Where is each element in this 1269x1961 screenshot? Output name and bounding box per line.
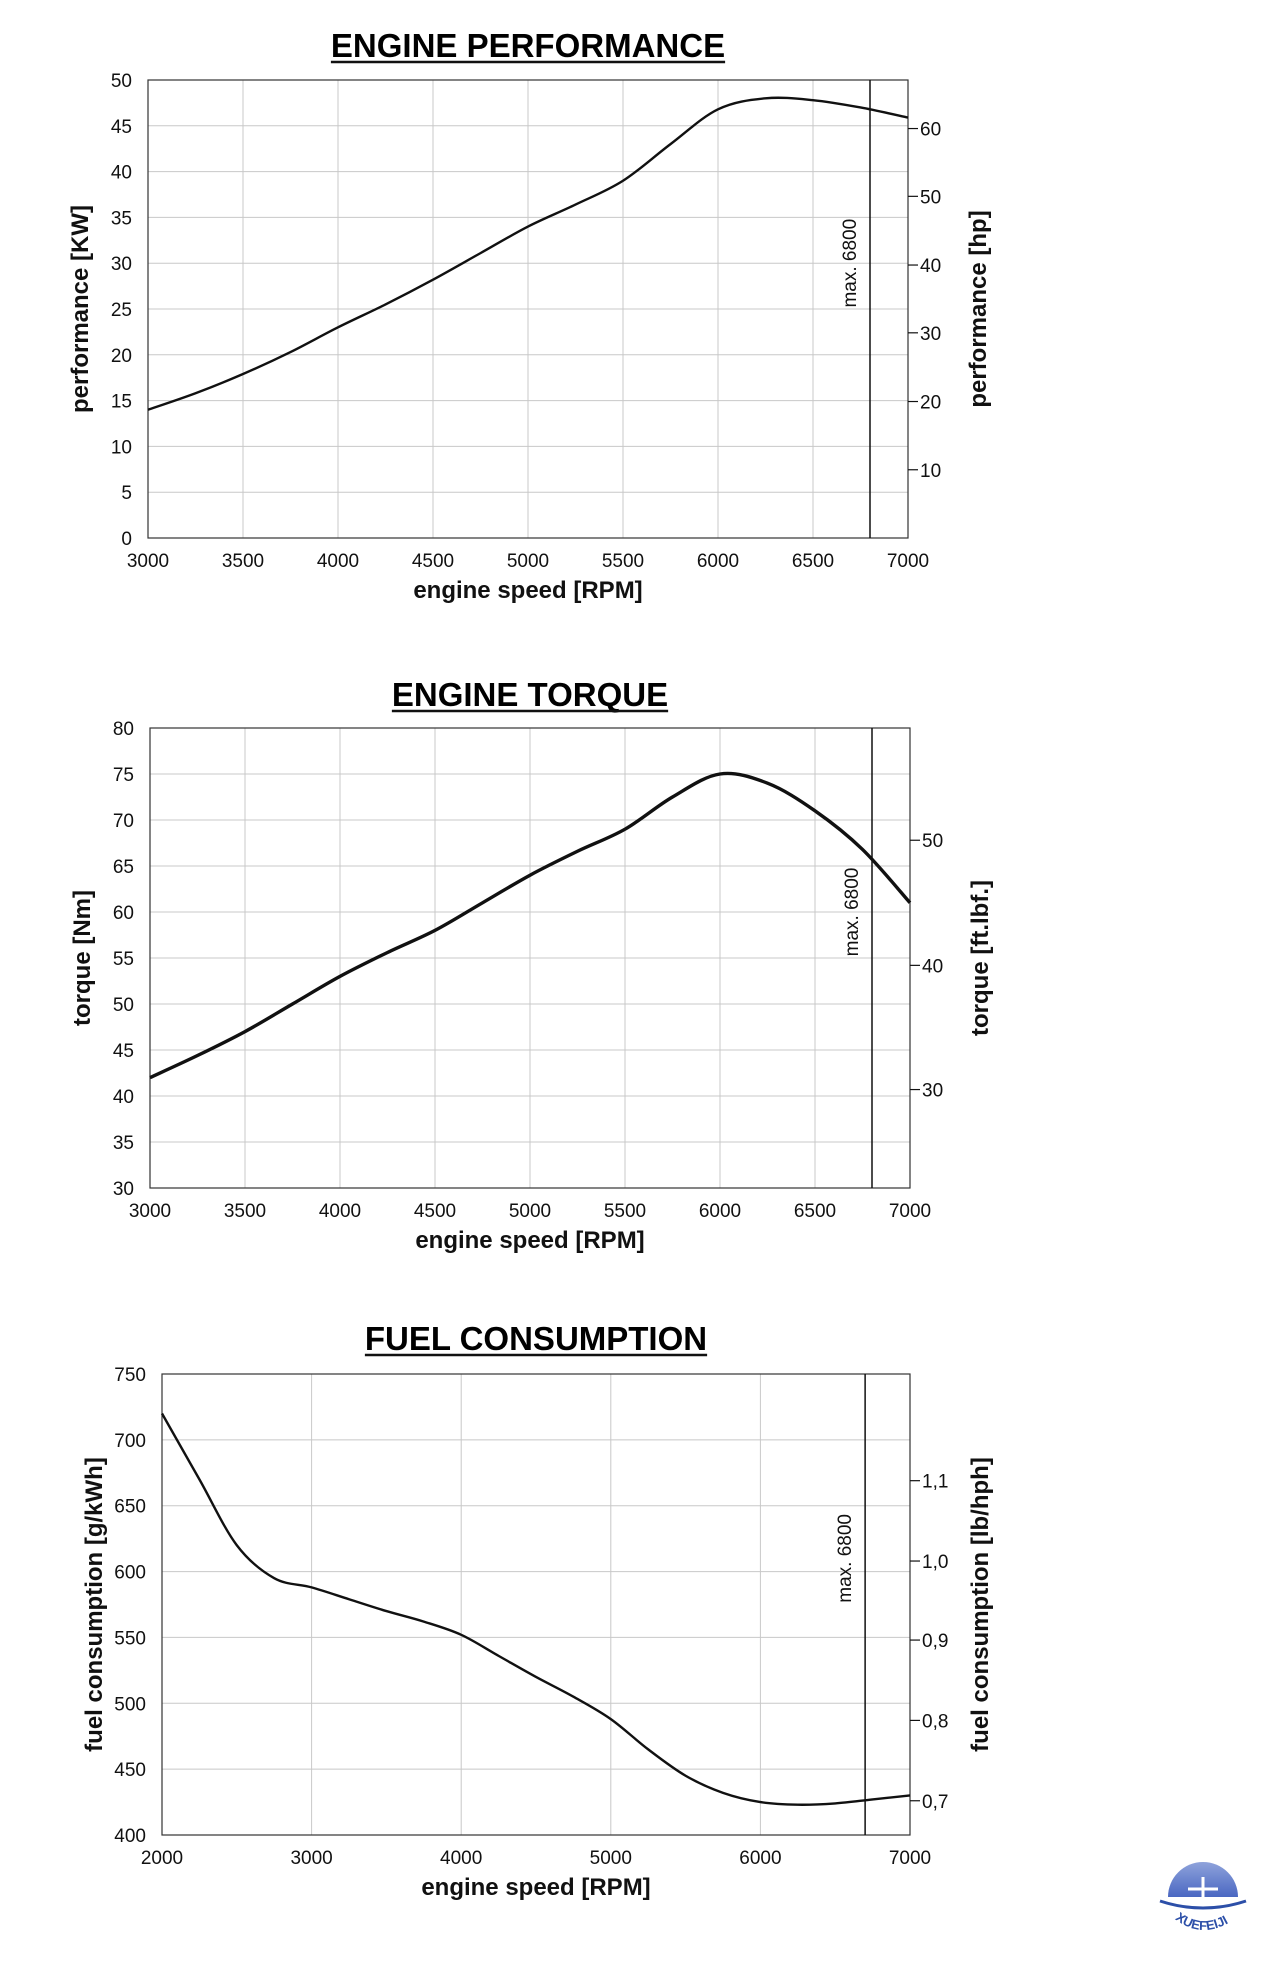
right-tick-label: 50 (922, 831, 943, 852)
x-tick-label: 7000 (889, 1201, 931, 1222)
x-tick-label: 2000 (141, 1848, 183, 1869)
x-tick-label: 6000 (699, 1201, 741, 1222)
x-tick-label: 4000 (440, 1848, 482, 1869)
x-tick-label: 5000 (590, 1848, 632, 1869)
y-tick-label: 45 (113, 1041, 134, 1062)
y-tick-label: 40 (113, 1087, 134, 1108)
right-tick-label: 60 (920, 120, 941, 141)
x-tick-label: 5500 (604, 1201, 646, 1222)
y-tick-label: 40 (111, 163, 132, 184)
x-tick-label: 4500 (412, 551, 454, 572)
x-tick-label: 3500 (224, 1201, 266, 1222)
y-tick-label: 5 (121, 483, 132, 504)
y-tick-label: 15 (111, 392, 132, 413)
data-series-line (149, 771, 912, 1080)
right-tick-label: 30 (920, 324, 941, 345)
x-tick-label: 5000 (509, 1201, 551, 1222)
y-tick-label: 65 (113, 857, 134, 878)
max-rpm-label: max. 6800 (835, 1514, 856, 1603)
y-tick-label: 0 (121, 529, 132, 550)
x-tick-label: 7000 (887, 551, 929, 572)
max-rpm-label: max. 6800 (842, 868, 863, 957)
y-axis-label-left: performance [KW] (67, 205, 94, 413)
right-tick-label: 50 (920, 187, 941, 208)
x-axis-label: engine speed [RPM] (415, 1227, 644, 1254)
x-tick-label: 6000 (739, 1848, 781, 1869)
y-tick-label: 400 (114, 1826, 146, 1847)
y-tick-label: 20 (111, 346, 132, 367)
y-tick-label: 55 (113, 949, 134, 970)
x-tick-label: 3000 (290, 1848, 332, 1869)
data-series-line (147, 96, 909, 411)
y-tick-label: 50 (111, 71, 132, 92)
chart-performance: ENGINE PERFORMANCE 3000 3500 4000 4500 5000 55… (0, 0, 1269, 640)
logo-text: XUEFEIJI (1173, 1909, 1230, 1933)
chart-title: FUEL CONSUMPTION (365, 1320, 707, 1357)
x-tick-label: 4500 (414, 1201, 456, 1222)
y-tick-label: 500 (114, 1694, 146, 1715)
right-tick-label: 1,0 (922, 1552, 948, 1573)
right-tick-label: 0,9 (922, 1631, 948, 1652)
torque-chart-svg: ENGINE TORQUE 3000 3500 4000 4500 5000 5500 600… (69, 676, 994, 1254)
x-axis-label: engine speed [RPM] (421, 1874, 650, 1901)
right-tick-label: 0,8 (922, 1711, 948, 1732)
y-tick-label: 450 (114, 1760, 146, 1781)
plot-frame (147, 79, 909, 539)
y-tick-label: 550 (114, 1628, 146, 1649)
x-tick-label: 4000 (319, 1201, 361, 1222)
xuefeiji-logo: XUEFEIJI (1148, 1855, 1258, 1955)
y-tick-label: 35 (113, 1133, 134, 1154)
airplane-logo-icon: XUEFEIJI (1159, 1862, 1247, 1933)
y-tick-label: 25 (111, 300, 132, 321)
y-tick-label: 600 (114, 1563, 146, 1584)
y-axis-label-right: performance [hp] (965, 210, 992, 407)
x-tick-label: 5500 (602, 551, 644, 572)
y-axis-label-right: torque [ft.lbf.] (967, 880, 994, 1036)
y-axis-label-left: fuel consumption [g/kWh] (81, 1457, 108, 1752)
y-tick-label: 700 (114, 1431, 146, 1452)
x-tick-label: 3000 (127, 551, 169, 572)
plot-frame (149, 727, 911, 1189)
x-tick-label: 3000 (129, 1201, 171, 1222)
chart-torque: ENGINE TORQUE 3000 3500 4000 4500 5000 5500 600… (0, 640, 1269, 1280)
y-tick-label: 30 (111, 254, 132, 275)
plot-frame (161, 1373, 911, 1836)
y-tick-label: 10 (111, 437, 132, 458)
right-tick-label: 0,7 (922, 1792, 948, 1813)
x-axis-label: engine speed [RPM] (413, 577, 642, 604)
y-tick-label: 650 (114, 1497, 146, 1518)
y-tick-label: 35 (111, 208, 132, 229)
y-tick-label: 80 (113, 719, 134, 740)
y-tick-label: 75 (113, 765, 134, 786)
y-tick-label: 70 (113, 811, 134, 832)
right-tick-label: 1,1 (922, 1472, 948, 1493)
chart-fuel-consumption: FUEL CONSUMPTION 2000 3000 4000 5000 6000 7000… (0, 1280, 1269, 1920)
x-tick-label: 4000 (317, 551, 359, 572)
x-tick-label: 3500 (222, 551, 264, 572)
max-rpm-label: max. 6800 (840, 219, 861, 308)
right-tick-label: 10 (920, 461, 941, 482)
data-series-line (160, 1412, 911, 1806)
y-tick-label: 60 (113, 903, 134, 924)
y-tick-label: 45 (111, 117, 132, 138)
right-tick-label: 40 (920, 256, 941, 277)
right-tick-label: 30 (922, 1081, 943, 1102)
chart-title: ENGINE TORQUE (392, 676, 668, 713)
right-tick-label: 20 (920, 393, 941, 414)
x-tick-label: 6500 (794, 1201, 836, 1222)
x-tick-label: 6500 (792, 551, 834, 572)
x-tick-label: 5000 (507, 551, 549, 572)
y-tick-label: 750 (114, 1365, 146, 1386)
y-axis-label-right: fuel consumption [lb/hph] (967, 1457, 994, 1752)
chart-title: ENGINE PERFORMANCE (331, 27, 725, 64)
y-tick-label: 30 (113, 1179, 134, 1200)
x-tick-label: 7000 (889, 1848, 931, 1869)
y-axis-label-left: torque [Nm] (69, 890, 96, 1026)
right-tick-label: 40 (922, 956, 943, 977)
x-tick-label: 6000 (697, 551, 739, 572)
y-tick-label: 50 (113, 995, 134, 1016)
